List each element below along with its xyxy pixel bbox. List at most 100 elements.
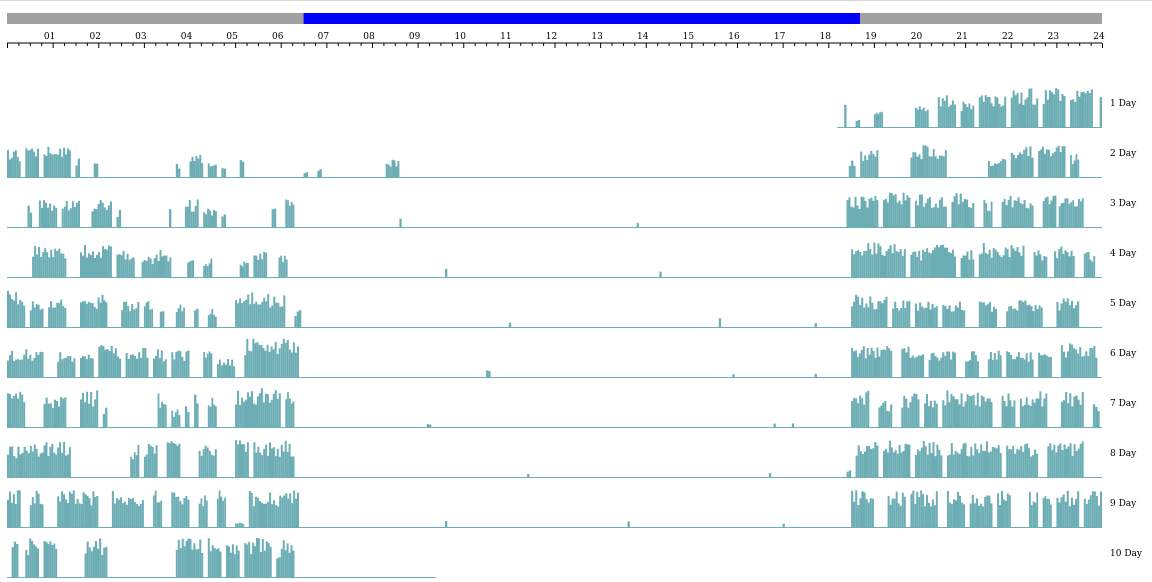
- activity-bar: [1042, 103, 1045, 127]
- activity-bar: [65, 357, 68, 377]
- activity-bar: [851, 306, 854, 327]
- activity-bar: [1016, 247, 1019, 277]
- activity-bar: [294, 315, 297, 327]
- activity-bar: [1073, 396, 1076, 427]
- activity-bar: [187, 538, 190, 577]
- activity-bar: [47, 456, 50, 477]
- hour-tick-label: 21: [956, 32, 967, 42]
- activity-bar: [1050, 200, 1053, 227]
- activity-bar: [21, 301, 24, 327]
- activity-bar: [268, 402, 271, 427]
- activity-bar: [221, 168, 224, 177]
- activity-bar: [246, 442, 249, 477]
- activity-bar: [209, 551, 212, 577]
- activity-bar: [1079, 201, 1082, 227]
- activity-bar: [272, 393, 275, 427]
- activity-bar: [187, 499, 190, 527]
- activity-bar: [216, 364, 219, 377]
- activity-bar: [936, 245, 938, 277]
- activity-bar: [190, 211, 193, 227]
- activity-bar: [909, 402, 912, 427]
- activity-bar: [1078, 96, 1081, 127]
- activity-bar: [1069, 443, 1072, 477]
- activity-bar: [9, 294, 11, 327]
- activity-bar: [982, 302, 985, 327]
- activity-bar: [165, 255, 168, 277]
- activity-bar: [99, 199, 102, 227]
- activity-bar: [886, 452, 889, 477]
- activity-bar: [984, 252, 987, 277]
- activity-bar: [1062, 494, 1065, 527]
- activity-bar: [1001, 201, 1004, 227]
- activity-bar: [920, 109, 923, 127]
- activity-bar: [886, 202, 889, 227]
- activity-bar: [1068, 305, 1071, 327]
- activity-bar: [171, 410, 174, 427]
- activity-bar: [956, 307, 959, 327]
- activity-bar: [862, 346, 865, 377]
- activity-bar: [991, 311, 993, 327]
- activity-bar: [17, 304, 20, 327]
- activity-bar: [1027, 208, 1030, 227]
- activity-bar: [36, 254, 39, 277]
- activity-bar: [890, 447, 893, 477]
- activity-bar: [924, 506, 927, 527]
- activity-bar: [247, 392, 249, 427]
- activity-bar: [271, 305, 274, 327]
- activity-bar: [49, 403, 52, 427]
- activity-bar: [1076, 90, 1079, 127]
- activity-bar: [1000, 257, 1003, 277]
- activity-bar: [953, 499, 955, 527]
- activity-bar: [944, 405, 947, 427]
- activity-bar: [971, 351, 973, 377]
- activity-bar: [261, 539, 264, 577]
- activity-bar: [94, 399, 97, 427]
- activity-bar: [14, 150, 17, 177]
- hour-tick-label: 10: [455, 32, 467, 42]
- activity-bar: [284, 342, 287, 377]
- activity-bar: [856, 356, 859, 377]
- activity-bar: [69, 356, 72, 377]
- activity-bar: [859, 252, 862, 277]
- activity-bar: [80, 504, 83, 527]
- activity-bar: [853, 301, 856, 327]
- activity-bar: [885, 198, 887, 227]
- activity-bar: [982, 450, 985, 477]
- activity-bar: [183, 307, 185, 327]
- activity-bar: [23, 402, 26, 427]
- activity-bar: [253, 303, 256, 327]
- activity-bar: [319, 169, 322, 177]
- activity-bar: [945, 95, 948, 127]
- activity-bar: [11, 398, 14, 427]
- activity-bar: [289, 493, 292, 527]
- activity-bar: [29, 212, 33, 227]
- activity-bar: [1073, 308, 1076, 327]
- activity-bar: [1049, 156, 1052, 177]
- activity-bar: [924, 446, 927, 477]
- activity-bar: [175, 351, 178, 377]
- activity-bar: [254, 343, 257, 377]
- activity-bar: [161, 401, 163, 427]
- activity-bar: [60, 397, 63, 427]
- activity-bar: [1010, 305, 1013, 327]
- activity-bar: [387, 164, 390, 177]
- activity-bar: [898, 445, 901, 477]
- activity-bar: [914, 200, 917, 227]
- activity-bar: [960, 258, 963, 277]
- activity-bar: [89, 358, 92, 377]
- activity-bar: [175, 497, 178, 527]
- activity-bar: [260, 345, 263, 377]
- activity-bar: [973, 503, 976, 527]
- activity-bar: [986, 441, 988, 477]
- activity-bar: [978, 406, 981, 427]
- activity-bar: [931, 407, 934, 427]
- activity-bar: [273, 296, 276, 327]
- activity-bar: [1042, 201, 1045, 227]
- activity-bar: [286, 451, 289, 477]
- activity-bar: [275, 505, 278, 527]
- activity-bar: [210, 454, 213, 477]
- activity-bar: [179, 548, 182, 577]
- light-dark-segment-dark: [860, 13, 1102, 24]
- activity-bar: [290, 201, 293, 227]
- activity-bar: [258, 393, 261, 427]
